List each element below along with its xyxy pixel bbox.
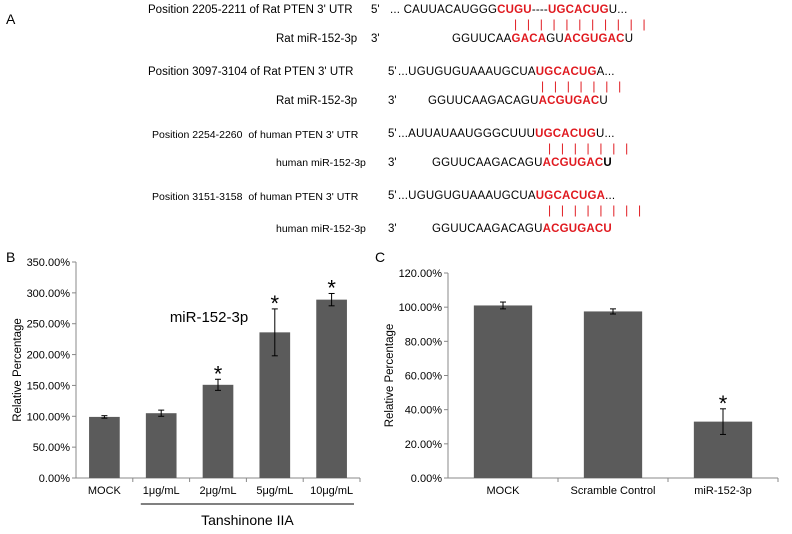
sequence-segment: U <box>624 33 634 45</box>
sequence-segment: ...UGUGUGUAAAUGCUA <box>398 190 536 202</box>
y-tick-label: 100.00% <box>399 302 443 314</box>
panel-label-c: C <box>375 249 386 265</box>
sequence-segment: GGUUCAAGACAGU <box>428 95 539 107</box>
utr-label: Position 2205-2211 of Rat PTEN 3' UTR <box>148 4 353 16</box>
mirna-label: Rat miR-152-3p <box>276 95 358 107</box>
chart-annotation: miR-152-3p <box>170 309 248 326</box>
x-axis-label: Tanshinone IIA <box>201 512 294 528</box>
y-tick-label: 0.00% <box>39 473 70 485</box>
significance-marker: * <box>271 291 280 316</box>
mirna-sequence: GGUUCAAGACAGUACGUGACU <box>452 33 633 45</box>
seed-match-segment: ACGUGAC <box>563 33 625 45</box>
utr-end-marker: 5' <box>388 190 397 202</box>
seed-match-segment: ACGUGACU <box>542 223 612 235</box>
bar <box>583 311 643 478</box>
panel-label-a: A <box>6 11 16 27</box>
x-tick-label: miR-152-3p <box>694 485 751 497</box>
sequence-segment: U... <box>595 128 615 140</box>
sequence-segment: ...AUUAUAAUGGGCUUU <box>398 128 536 140</box>
seed-match-segment: UGCACUG <box>547 4 609 16</box>
alignment-panel: Position 2205-2211 of Rat PTEN 3' UTR 5'… <box>0 0 792 250</box>
y-tick-label: 120.00% <box>399 268 443 280</box>
sequence-segment: ---- <box>531 4 548 16</box>
utr-end-marker: 5' <box>388 128 397 140</box>
sequence-segment: ...UGUGUGUAAAUGCUA <box>398 66 536 78</box>
sequence-segment: A... <box>596 66 615 78</box>
panel-label-b: B <box>6 249 16 265</box>
x-tick-label: MOCK <box>88 485 122 497</box>
y-tick-label: 20.00% <box>405 439 443 451</box>
utr-label: Position 3151-3158 of human PTEN 3' UTR <box>152 191 359 203</box>
seed-match-segment: GACA <box>511 33 547 45</box>
y-tick-label: 150.00% <box>27 380 71 392</box>
utr-sequence: ...UGUGUGUAAAUGCUAUGCACUGA... <box>398 190 615 202</box>
x-tick-label: Scramble Control <box>571 485 656 497</box>
mirna-end-marker: 3' <box>371 33 380 45</box>
mirna-sequence: GGUUCAAGACAGUACGUGACU <box>432 157 612 169</box>
y-tick-label: 50.00% <box>33 442 71 454</box>
y-tick-label: 0.00% <box>411 473 442 485</box>
y-tick-label: 350.00% <box>27 257 71 269</box>
utr-label: Position 3097-3104 of Rat PTEN 3' UTR <box>148 66 354 78</box>
mirna-end-marker: 3' <box>388 95 397 107</box>
seed-match-segment: ACGUGAC <box>538 95 600 107</box>
base-pair-lines: | | | | | | | <box>541 79 625 93</box>
utr-label: Position 2254-2260 of human PTEN 3' UTR <box>152 129 359 141</box>
mirna-sequence: GGUUCAAGACAGUACGUGACU <box>432 223 612 235</box>
y-tick-label: 80.00% <box>405 336 443 348</box>
base-pair-lines: | | | | | | | | <box>548 203 645 217</box>
bar <box>145 413 177 478</box>
utr-sequence: ...AUUAUAAUGGGCUUUUGCACUGU... <box>398 128 615 140</box>
x-tick-label: 2μg/mL <box>200 485 237 497</box>
x-tick-label: 5μg/mL <box>256 485 293 497</box>
y-tick-label: 60.00% <box>405 371 443 383</box>
significance-marker: * <box>214 361 223 386</box>
seed-match-segment: ACGUGAC <box>542 157 604 169</box>
seed-match-segment: UGCACUG <box>535 128 596 140</box>
bar <box>202 384 234 478</box>
y-tick-label: 200.00% <box>27 350 71 362</box>
mirna-label: human miR-152-3p <box>276 223 366 235</box>
utr-sequence: ...UGUGUGUAAAUGCUAUGCACUGA... <box>398 66 615 78</box>
sequence-segment: GU <box>546 33 564 45</box>
significance-marker: * <box>327 275 336 300</box>
x-tick-label: MOCK <box>487 485 521 497</box>
bar <box>316 299 347 478</box>
bar <box>259 332 291 478</box>
sequence-segment: ... <box>605 190 616 202</box>
seed-match-segment: UGCACUGA <box>535 190 606 202</box>
sequence-segment: U <box>599 95 608 107</box>
mirna-label: human miR-152-3p <box>276 157 366 169</box>
sequence-segment: GGUUCAAGACAGU <box>432 157 543 169</box>
mirna-end-marker: 3' <box>388 157 397 169</box>
y-axis-label: Relative Percentage <box>12 318 24 422</box>
bar <box>473 305 533 478</box>
seed-match-segment: CUGU <box>497 4 532 16</box>
base-pair-lines: | | | | | | | <box>548 141 632 155</box>
y-axis-label: Relative Percentage <box>384 324 396 428</box>
seed-match-segment: UGCACUG <box>535 66 597 78</box>
y-tick-label: 100.00% <box>27 411 71 423</box>
utr-end-marker: 5' <box>371 4 380 16</box>
sequence-segment: GGUUCAA <box>452 33 512 45</box>
sequence-segment: U... <box>608 4 628 16</box>
base-pair-lines: | | | | | | | | | | | <box>514 17 649 31</box>
y-tick-label: 40.00% <box>405 405 443 417</box>
y-tick-label: 250.00% <box>27 319 71 331</box>
mirna-sequence: GGUUCAAGACAGUACGUGACU <box>428 95 608 107</box>
utr-sequence: ... CAUUACAUGGGCUGU----UGCACUGU... <box>390 4 627 16</box>
bar <box>89 416 120 478</box>
y-tick-label: 300.00% <box>27 288 71 300</box>
sequence-segment: U <box>603 157 612 169</box>
sequence-segment: GGUUCAAGACAGU <box>432 223 543 235</box>
x-tick-label: 10μg/mL <box>310 485 353 497</box>
utr-end-marker: 5' <box>388 66 397 78</box>
mirna-end-marker: 3' <box>388 223 397 235</box>
sequence-segment: ... CAUUACAUGGG <box>390 4 498 16</box>
significance-marker: * <box>719 391 728 416</box>
x-tick-label: 1μg/mL <box>143 485 180 497</box>
mirna-label: Rat miR-152-3p <box>276 33 358 45</box>
